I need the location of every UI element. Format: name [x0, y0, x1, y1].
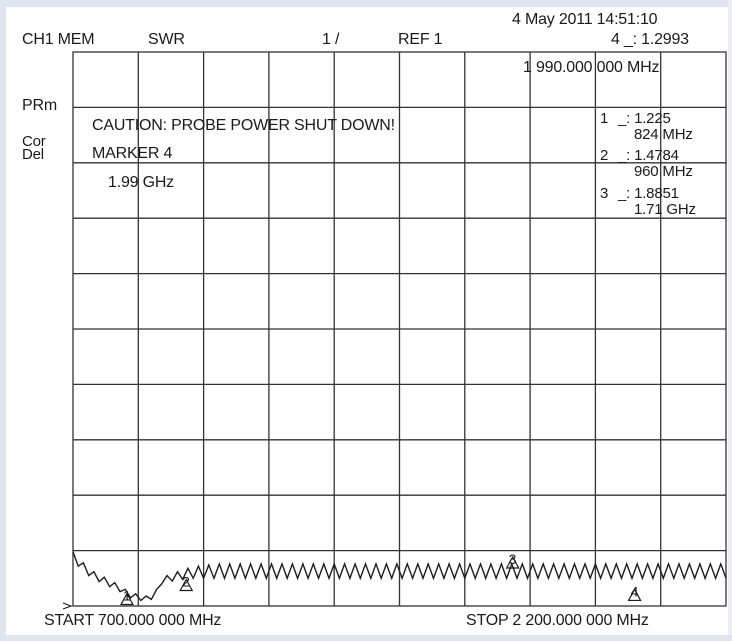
start-frequency: START 700.000 000 MHz — [44, 612, 222, 629]
reference-arrow — [62, 602, 73, 610]
caution-message: CAUTION: PROBE POWER SHUT DOWN! — [92, 117, 395, 134]
marker-table-freq: 824 MHz — [634, 126, 693, 143]
frame-left — [0, 0, 6, 641]
frame-right — [728, 0, 732, 641]
prm-label: PRm — [22, 97, 57, 114]
active-marker-readout: 4 _: 1.2993 — [611, 31, 689, 48]
marker-table-index: 2 — [600, 147, 609, 164]
marker-table-value: _: 1.4784 — [618, 147, 679, 164]
stop-frequency: STOP 2 200.000 000 MHz — [466, 612, 649, 629]
marker-triangle — [179, 578, 194, 592]
marker-table-freq: 960 MHz — [634, 163, 693, 180]
marker-freq: 1.99 GHz — [108, 174, 174, 191]
channel-label: CH1 MEM — [22, 31, 95, 48]
marker-triangle — [505, 555, 520, 569]
frame-top — [0, 0, 732, 7]
datetime-label: 4 May 2011 14:51:10 — [512, 11, 658, 28]
ref-label: REF 1 — [398, 31, 443, 48]
active-marker-freq: 1 990.000 000 MHz — [523, 59, 660, 76]
marker-number: 4 — [631, 583, 639, 599]
marker-table-value: _: 1.8851 — [618, 185, 679, 202]
scale-label: 1 / — [322, 31, 340, 48]
swr-trace — [72, 551, 727, 602]
marker-number: 1 — [123, 588, 131, 604]
marker-number: 2 — [182, 573, 190, 589]
marker-table-freq: 1.71 GHz — [634, 201, 696, 218]
frame-bottom — [0, 635, 732, 641]
format-label: SWR — [148, 31, 185, 48]
cor-label: Cor — [22, 133, 46, 150]
del-label: Del — [22, 146, 44, 163]
marker-table-index: 1 — [600, 110, 609, 127]
marker-triangle — [119, 592, 134, 606]
marker-number: 3 — [509, 551, 517, 567]
marker-triangle — [627, 588, 642, 602]
marker-table-value: _: 1.225 — [618, 110, 671, 127]
marker-table-index: 3 — [600, 185, 609, 202]
marker-title: MARKER 4 — [92, 145, 173, 162]
